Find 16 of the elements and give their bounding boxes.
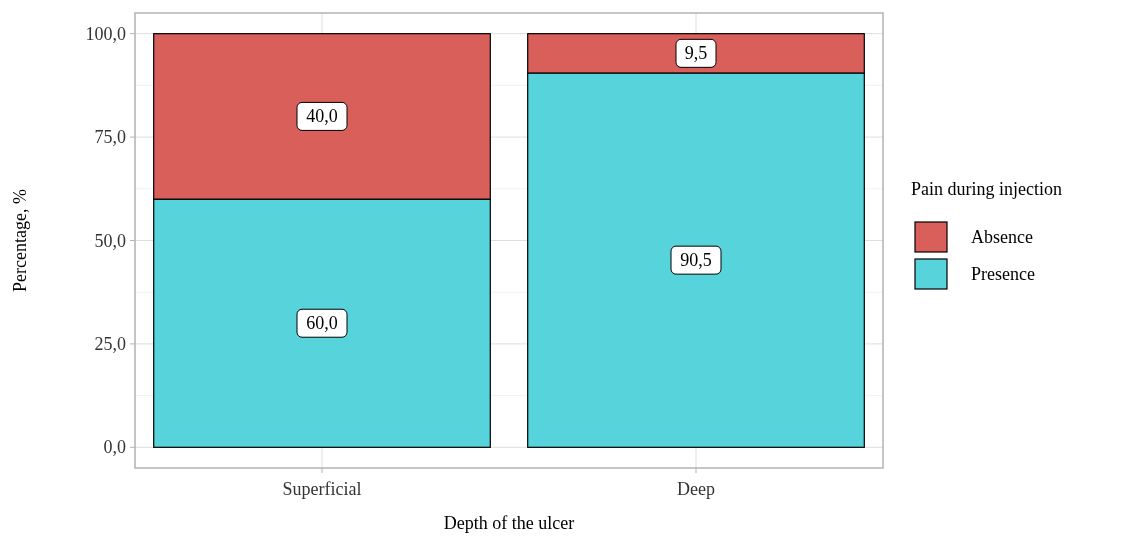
data-label: 60,0 — [306, 313, 338, 334]
legend-label: Presence — [971, 264, 1035, 284]
y-tick-label: 75,0 — [94, 127, 126, 148]
data-label: 9,5 — [684, 43, 708, 64]
data-label: 40,0 — [306, 106, 338, 127]
y-axis-title: Percentage, % — [10, 189, 30, 292]
data-label: 90,5 — [680, 250, 712, 271]
x-tick-label: Deep — [677, 479, 715, 499]
y-tick-label: 100,0 — [85, 23, 126, 44]
x-axis-title: Depth of the ulcer — [443, 513, 575, 533]
y-tick-label: 50,0 — [94, 230, 126, 251]
y-tick-label: 25,0 — [94, 333, 126, 354]
legend-label: Absence — [971, 227, 1033, 247]
legend-title: Pain during injection — [911, 179, 1062, 199]
y-tick-label: 0,0 — [103, 437, 126, 458]
x-tick-label: Superficial — [282, 479, 362, 499]
